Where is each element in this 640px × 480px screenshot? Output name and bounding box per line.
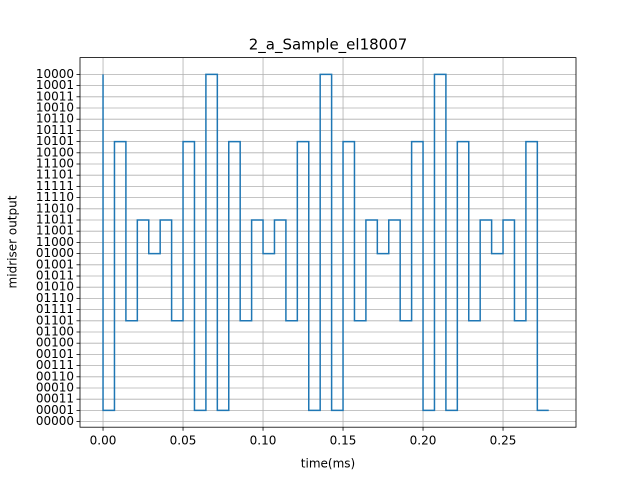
y-tick-label: 00110 (36, 369, 74, 383)
x-tick-label: 0.10 (250, 434, 277, 448)
x-tick-label: 0.15 (330, 434, 357, 448)
y-tick-label: 01110 (36, 291, 74, 305)
y-tick-label: 10100 (36, 145, 74, 159)
x-tick-label: 0.20 (410, 434, 437, 448)
y-axis-label: midriser output (6, 195, 20, 288)
y-tick-label: 11010 (36, 201, 74, 215)
x-tick-label: 0.00 (90, 434, 117, 448)
y-tick-label: 10000 (36, 67, 74, 81)
y-tick-label: 01111 (36, 302, 74, 316)
y-tick-label: 10001 (36, 78, 74, 92)
y-tick-label: 01010 (36, 280, 74, 294)
y-tick-label: 10111 (36, 123, 74, 137)
y-tick-label: 01000 (36, 246, 74, 260)
y-tick-label: 00111 (36, 358, 74, 372)
y-tick-label: 10110 (36, 112, 74, 126)
y-tick-label: 01011 (36, 269, 74, 283)
y-tick-label: 11100 (36, 157, 74, 171)
y-tick-label: 11000 (36, 235, 74, 249)
line (102, 73, 549, 412)
y-tick-label: 00100 (36, 336, 74, 350)
y-tick-label: 11011 (36, 213, 74, 227)
y-tick-label: 01101 (36, 313, 74, 327)
x-tick-label: 0.25 (490, 434, 517, 448)
y-tick-label: 00011 (36, 392, 74, 406)
y-tick-label: 10101 (36, 134, 74, 148)
x-axis-label: time(ms) (301, 457, 355, 471)
y-tick-label: 01001 (36, 257, 74, 271)
y-tick-label: 11001 (36, 224, 74, 238)
plot-frame (79, 57, 577, 428)
y-tick-label: 00001 (36, 403, 74, 417)
y-tick-label: 00000 (36, 414, 74, 428)
y-tick-label: 00010 (36, 381, 74, 395)
chart-title: 2_a_Sample_el18007 (249, 36, 408, 55)
y-tick-label: 00101 (36, 347, 74, 361)
x-tick-label: 0.05 (170, 434, 197, 448)
y-tick-label: 10010 (36, 101, 74, 115)
y-tick-label: 11101 (36, 168, 74, 182)
y-tick-label: 11111 (36, 179, 74, 193)
y-tick-label: 11110 (36, 190, 74, 204)
y-tick-label: 01100 (36, 325, 74, 339)
y-tick-label: 10011 (36, 89, 74, 103)
